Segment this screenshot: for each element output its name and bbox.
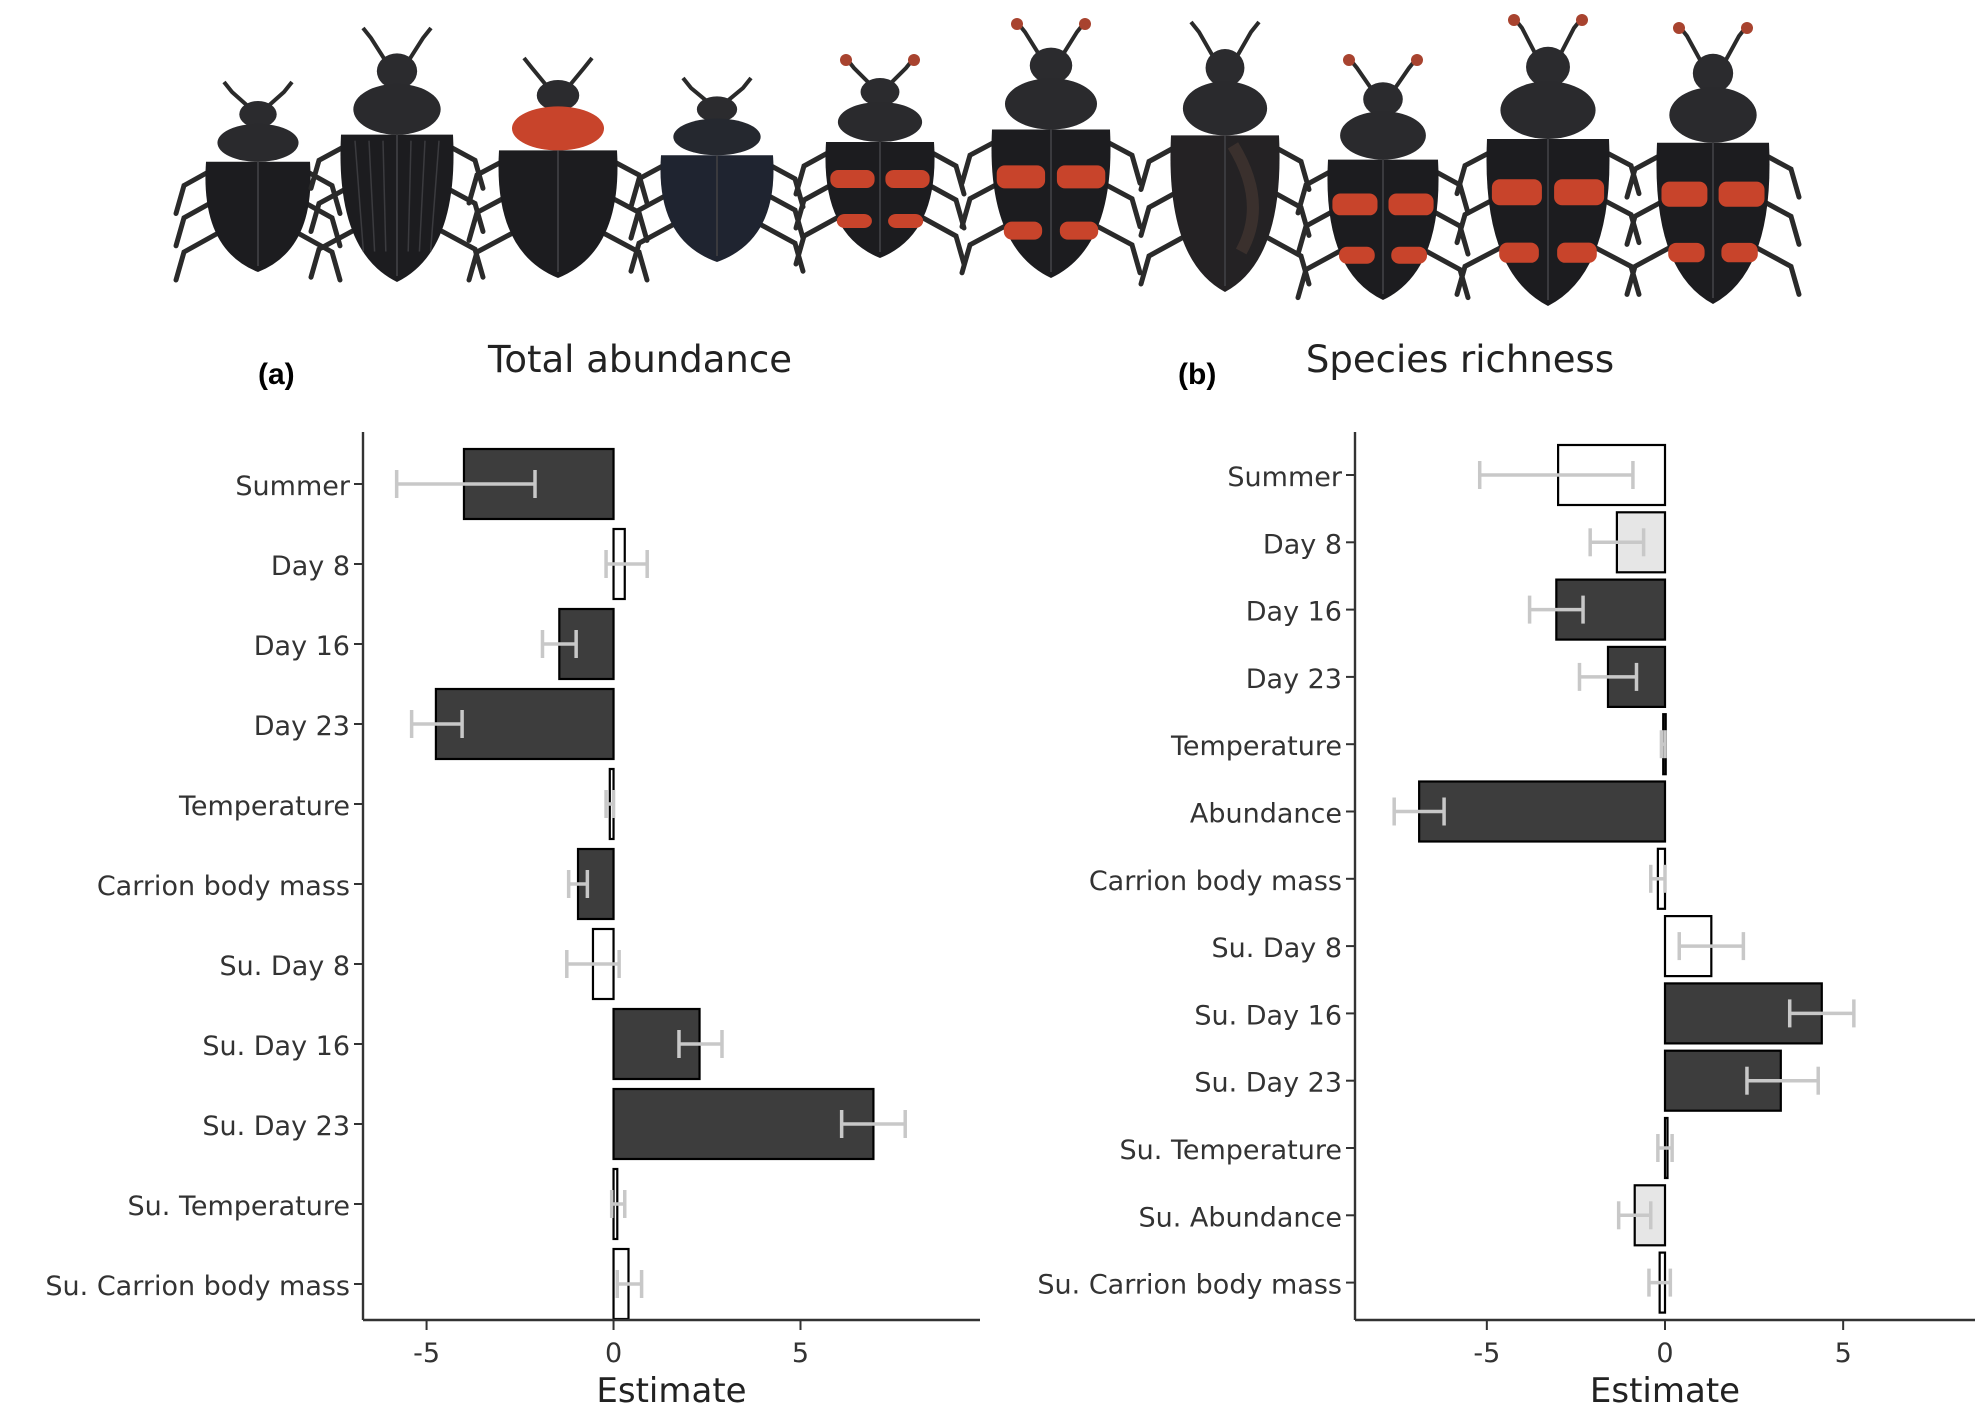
error-bar bbox=[1659, 730, 1667, 759]
error-bar bbox=[1745, 1066, 1820, 1095]
error-bar bbox=[565, 950, 621, 978]
bar bbox=[434, 687, 615, 761]
error-bar bbox=[604, 550, 649, 578]
category-label: Carrion body mass bbox=[1089, 866, 1342, 897]
beetle-black-oval-icon bbox=[173, 80, 343, 283]
x-tick-label: 5 bbox=[792, 1338, 809, 1369]
error-bar bbox=[1588, 528, 1646, 557]
bar bbox=[612, 1087, 875, 1161]
category-label: Day 8 bbox=[271, 551, 350, 582]
category-label: Temperature bbox=[178, 791, 350, 822]
beetle-orange-pronotum-icon bbox=[466, 56, 650, 283]
x-axis-title: Estimate bbox=[1590, 1371, 1740, 1411]
error-bar bbox=[1656, 1134, 1674, 1162]
category-label: Carrion body mass bbox=[97, 871, 350, 902]
category-label: Day 16 bbox=[254, 631, 350, 662]
error-bar bbox=[1477, 461, 1635, 489]
category-label: Day 23 bbox=[1246, 664, 1342, 695]
beetle-orange-banded-icon bbox=[1624, 22, 1802, 304]
category-label: Day 8 bbox=[1263, 529, 1342, 560]
category-label: Su. Temperature bbox=[128, 1191, 350, 1222]
bar bbox=[1418, 780, 1667, 843]
beetle-orange-banded-icon bbox=[1295, 54, 1471, 301]
category-label: Day 23 bbox=[254, 711, 350, 742]
category-label: Su. Temperature bbox=[1120, 1135, 1342, 1166]
error-bar bbox=[409, 710, 464, 738]
category-label: Su. Abundance bbox=[1138, 1202, 1342, 1233]
category-label: Summer bbox=[235, 471, 350, 502]
beetle-illustration-strip bbox=[173, 14, 1802, 306]
x-axis-title: Estimate bbox=[596, 1371, 746, 1411]
abundance-bar-chart: Summer Day 8 Day 16 Day 23 Temperature Carrio… bbox=[45, 432, 980, 1411]
error-bar bbox=[1616, 1201, 1653, 1230]
beetle-black-shiny-icon bbox=[1138, 20, 1312, 292]
category-label: Su. Day 23 bbox=[1194, 1068, 1342, 1099]
error-bar bbox=[1787, 999, 1856, 1028]
category-label: Day 16 bbox=[1246, 597, 1342, 628]
x-tick-label: 5 bbox=[1835, 1338, 1852, 1369]
panel-b-title: Species richness bbox=[1305, 338, 1615, 381]
error-bar bbox=[1527, 595, 1585, 624]
chart-plot-area: Summer Day 8 Day 16 Day 23 Temperature Abunda… bbox=[1037, 432, 1975, 1411]
x-tick-label: -5 bbox=[413, 1338, 440, 1369]
x-tick-label: 0 bbox=[1656, 1338, 1673, 1369]
category-label: Su. Day 8 bbox=[1212, 933, 1343, 964]
category-label: Su. Day 8 bbox=[220, 951, 351, 982]
beetle-orange-banded-icon bbox=[1454, 14, 1642, 306]
error-bar bbox=[609, 1190, 627, 1218]
error-bar bbox=[839, 1110, 907, 1138]
category-label: Su. Day 16 bbox=[1194, 1000, 1342, 1031]
error-bar bbox=[394, 470, 537, 498]
beetle-orange-banded-icon bbox=[959, 18, 1143, 278]
error-bar bbox=[615, 1270, 644, 1298]
x-tick-label: -5 bbox=[1473, 1338, 1500, 1369]
panel-a-letter: (a) bbox=[258, 358, 295, 391]
category-label: Temperature bbox=[1170, 731, 1342, 762]
category-label: Abundance bbox=[1190, 799, 1342, 830]
error-bar bbox=[677, 1030, 724, 1058]
panel-a-title: Total abundance bbox=[488, 338, 792, 381]
error-bar bbox=[1677, 932, 1746, 961]
chart-plot-area: Summer Day 8 Day 16 Day 23 Temperature Carrio… bbox=[45, 432, 980, 1411]
error-bar bbox=[604, 790, 616, 818]
beetle-black-ridged-icon bbox=[308, 26, 486, 282]
category-label: Su. Day 16 bbox=[202, 1031, 350, 1062]
error-bar bbox=[1577, 662, 1639, 691]
error-bar bbox=[540, 630, 578, 658]
category-label: Su. Day 23 bbox=[202, 1111, 350, 1142]
error-bar bbox=[1648, 864, 1667, 893]
category-label: Su. Carrion body mass bbox=[1037, 1270, 1342, 1301]
category-label: Su. Carrion body mass bbox=[45, 1271, 350, 1302]
panel-b-letter: (b) bbox=[1178, 358, 1217, 391]
category-label: Summer bbox=[1227, 462, 1342, 493]
error-bar bbox=[566, 870, 590, 898]
x-tick-label: 0 bbox=[605, 1338, 622, 1369]
error-bar bbox=[1392, 797, 1446, 826]
beetle-orange-banded-icon bbox=[793, 54, 967, 267]
error-bar bbox=[1647, 1268, 1673, 1297]
beetle-dark-blue-icon bbox=[628, 76, 806, 274]
